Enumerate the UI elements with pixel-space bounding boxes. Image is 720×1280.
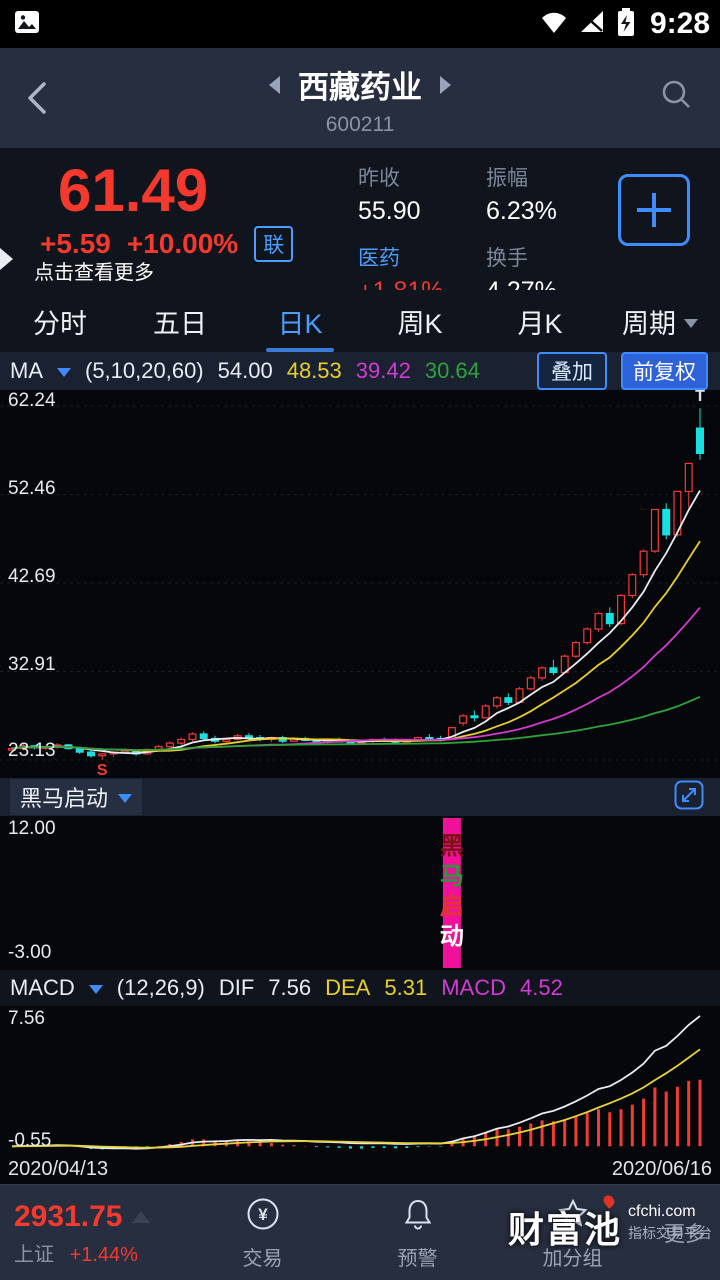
battery-charging-icon — [616, 6, 636, 43]
ma-selector[interactable]: MA — [10, 358, 43, 383]
dea-value: 5.31 — [384, 975, 428, 1000]
period-tabs: 分时 五日 日K 周K 月K 周期 — [0, 290, 720, 353]
y-axis-label: 52.46 — [8, 478, 56, 499]
gallery-notification-icon — [12, 7, 42, 42]
y-axis-label: 23.13 — [8, 740, 56, 761]
quote-stats-grid: 昨收 55.90 振幅 6.23% 医药 +1.81% 换手 4.27% — [358, 162, 616, 306]
index-quote-block[interactable]: 2931.75 上证 +1.44% — [0, 1200, 185, 1267]
view-more-hint[interactable]: 点击查看更多 — [34, 262, 154, 284]
macd-label: MACD — [441, 975, 506, 1000]
stock-name-title: 西藏药业 — [298, 70, 422, 105]
chevron-down-icon — [88, 985, 103, 994]
svg-text:启: 启 — [440, 892, 464, 920]
y-axis-label: 7.56 — [8, 1008, 45, 1029]
signal-indicator-header: 黑马启动 — [0, 778, 720, 816]
tab-monthly-k[interactable]: 月K — [517, 308, 563, 339]
forward-adjust-button[interactable]: 前复权 — [621, 352, 708, 390]
index-value: 2931.75 — [14, 1199, 123, 1233]
svg-text:T: T — [695, 390, 705, 405]
ma10-value: 48.53 — [286, 358, 342, 383]
index-change-pct: +1.44% — [69, 1243, 138, 1266]
prev-stock-arrow[interactable] — [269, 75, 280, 94]
price-change-pct: +10.00% — [126, 228, 239, 259]
y-axis-label: 42.69 — [8, 566, 56, 587]
wifi-icon — [540, 9, 568, 40]
dif-label: DIF — [218, 975, 255, 1000]
tab-period-dropdown[interactable]: 周期 — [600, 290, 720, 352]
ma60-value: 30.64 — [424, 358, 480, 383]
y-axis-label: 12.00 — [8, 818, 56, 839]
signal-indicator-selector[interactable]: 黑马启动 — [10, 779, 143, 815]
title-bar: 西藏药业 600211 — [0, 48, 720, 148]
nav-add-group-button[interactable]: 加分组 — [495, 1196, 650, 1271]
candlestick-chart[interactable]: S T 62.24 52.46 42.69 32.91 23.13 — [0, 388, 720, 779]
macd-value: 4.52 — [519, 975, 563, 1000]
next-stock-arrow[interactable] — [440, 75, 451, 94]
current-price: 61.49 — [58, 157, 209, 224]
clock-time: 9:28 — [649, 7, 710, 40]
brand-text: 财富池 — [508, 1193, 622, 1253]
svg-text:马: 马 — [440, 863, 464, 890]
macd-indicator-bar: MACD (12,26,9) DIF 7.56 DEA 5.31 MACD 4.… — [0, 970, 720, 1006]
linked-stock-badge[interactable]: 联 — [254, 226, 294, 262]
macd-params: (12,26,9) — [116, 975, 205, 1000]
macd-selector[interactable]: MACD — [10, 975, 75, 1000]
tab-weekly-k[interactable]: 周K — [397, 308, 443, 339]
nav-alert-button[interactable]: 预警 — [340, 1196, 495, 1271]
bell-icon — [400, 1196, 436, 1237]
y-axis-label: -3.00 — [8, 942, 52, 963]
bottom-nav-bar: 2931.75 上证 +1.44% ¥ 交易 预警 加分组 — [0, 1184, 720, 1280]
dea-label: DEA — [325, 975, 371, 1000]
dif-value: 7.56 — [268, 975, 312, 1000]
tab-5day[interactable]: 五日 — [153, 308, 207, 339]
star-icon — [555, 1196, 591, 1237]
add-to-watchlist-button[interactable] — [618, 174, 690, 246]
back-button[interactable] — [24, 78, 50, 118]
y-axis-label: 62.24 — [8, 390, 56, 411]
tab-intraday[interactable]: 分时 — [33, 308, 87, 339]
chevron-down-icon — [684, 318, 698, 328]
expand-index-arrow[interactable] — [132, 1210, 151, 1223]
svg-text:¥: ¥ — [258, 1205, 268, 1224]
y-axis-label: -0.55 — [8, 1130, 52, 1151]
price-change-row: +5.59 +10.00% 联 — [40, 226, 294, 262]
end-date: 2020/06/16 — [611, 1158, 712, 1180]
nav-more-button[interactable]: 更多 — [664, 1223, 706, 1246]
macd-chart[interactable]: 7.56 -0.55 — [0, 1006, 720, 1158]
svg-text:S: S — [97, 762, 108, 778]
svg-text:黑: 黑 — [440, 833, 464, 860]
chevron-down-icon — [57, 368, 71, 377]
signal-off-icon — [578, 9, 606, 40]
index-name: 上证 — [14, 1243, 54, 1266]
corner-arrow-icon — [0, 248, 13, 270]
tab-daily-k[interactable]: 日K — [240, 290, 360, 352]
svg-text:动: 动 — [440, 923, 464, 950]
nav-trade-button[interactable]: ¥ 交易 — [185, 1196, 340, 1271]
ma20-value: 39.42 — [355, 358, 411, 383]
search-icon[interactable] — [658, 76, 694, 117]
brand-domain: cfchi.com — [628, 1203, 696, 1220]
stat-prev-close: 昨收 55.90 — [358, 167, 421, 225]
status-bar: 9:28 — [0, 0, 720, 48]
price-change: +5.59 — [40, 228, 111, 259]
signal-chart[interactable]: 黑马启动 12.00 -3.00 — [0, 816, 720, 971]
start-date: 2020/04/13 — [8, 1158, 109, 1180]
ma-params: (5,10,20,60) — [85, 358, 204, 383]
brand-tagline: 指标交易平台 — [628, 1225, 712, 1241]
quote-panel: 61.49 +5.59 +10.00% 联 点击查看更多 昨收 55.90 振幅… — [0, 148, 720, 305]
stock-code: 600211 — [325, 113, 395, 136]
date-axis: 2020/04/13 2020/06/16 — [0, 1158, 720, 1184]
overlay-button[interactable]: 叠加 — [537, 352, 607, 390]
chevron-down-icon — [118, 794, 133, 803]
watermark-logo: 财富池 cfchi.com 指标交易平台 — [508, 1193, 712, 1253]
expand-chart-icon[interactable] — [674, 780, 704, 815]
yen-circle-icon: ¥ — [245, 1196, 281, 1237]
ma-indicator-bar: MA (5,10,20,60) 54.00 48.53 39.42 30.64 … — [0, 352, 720, 390]
ma5-value: 54.00 — [217, 358, 273, 383]
stat-amplitude: 振幅 6.23% — [486, 167, 557, 225]
y-axis-label: 32.91 — [8, 654, 56, 675]
